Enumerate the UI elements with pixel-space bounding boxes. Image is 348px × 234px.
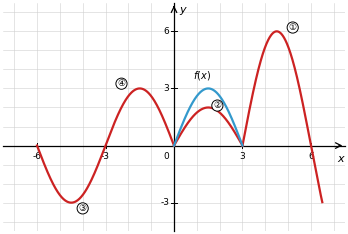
Text: 3: 3 — [240, 152, 245, 161]
Text: ④: ④ — [117, 79, 126, 88]
Text: x: x — [337, 154, 344, 164]
Text: 0: 0 — [164, 152, 169, 161]
Text: ②: ② — [213, 101, 221, 110]
Text: $f(x)$: $f(x)$ — [193, 69, 211, 82]
Text: -3: -3 — [101, 152, 110, 161]
Text: y: y — [180, 5, 186, 15]
Text: 3: 3 — [164, 84, 169, 93]
Text: 6: 6 — [308, 152, 314, 161]
Text: ③: ③ — [79, 204, 87, 213]
Text: -3: -3 — [160, 198, 169, 207]
Text: ①: ① — [288, 23, 297, 32]
Text: -6: -6 — [32, 152, 41, 161]
Text: 6: 6 — [164, 27, 169, 36]
